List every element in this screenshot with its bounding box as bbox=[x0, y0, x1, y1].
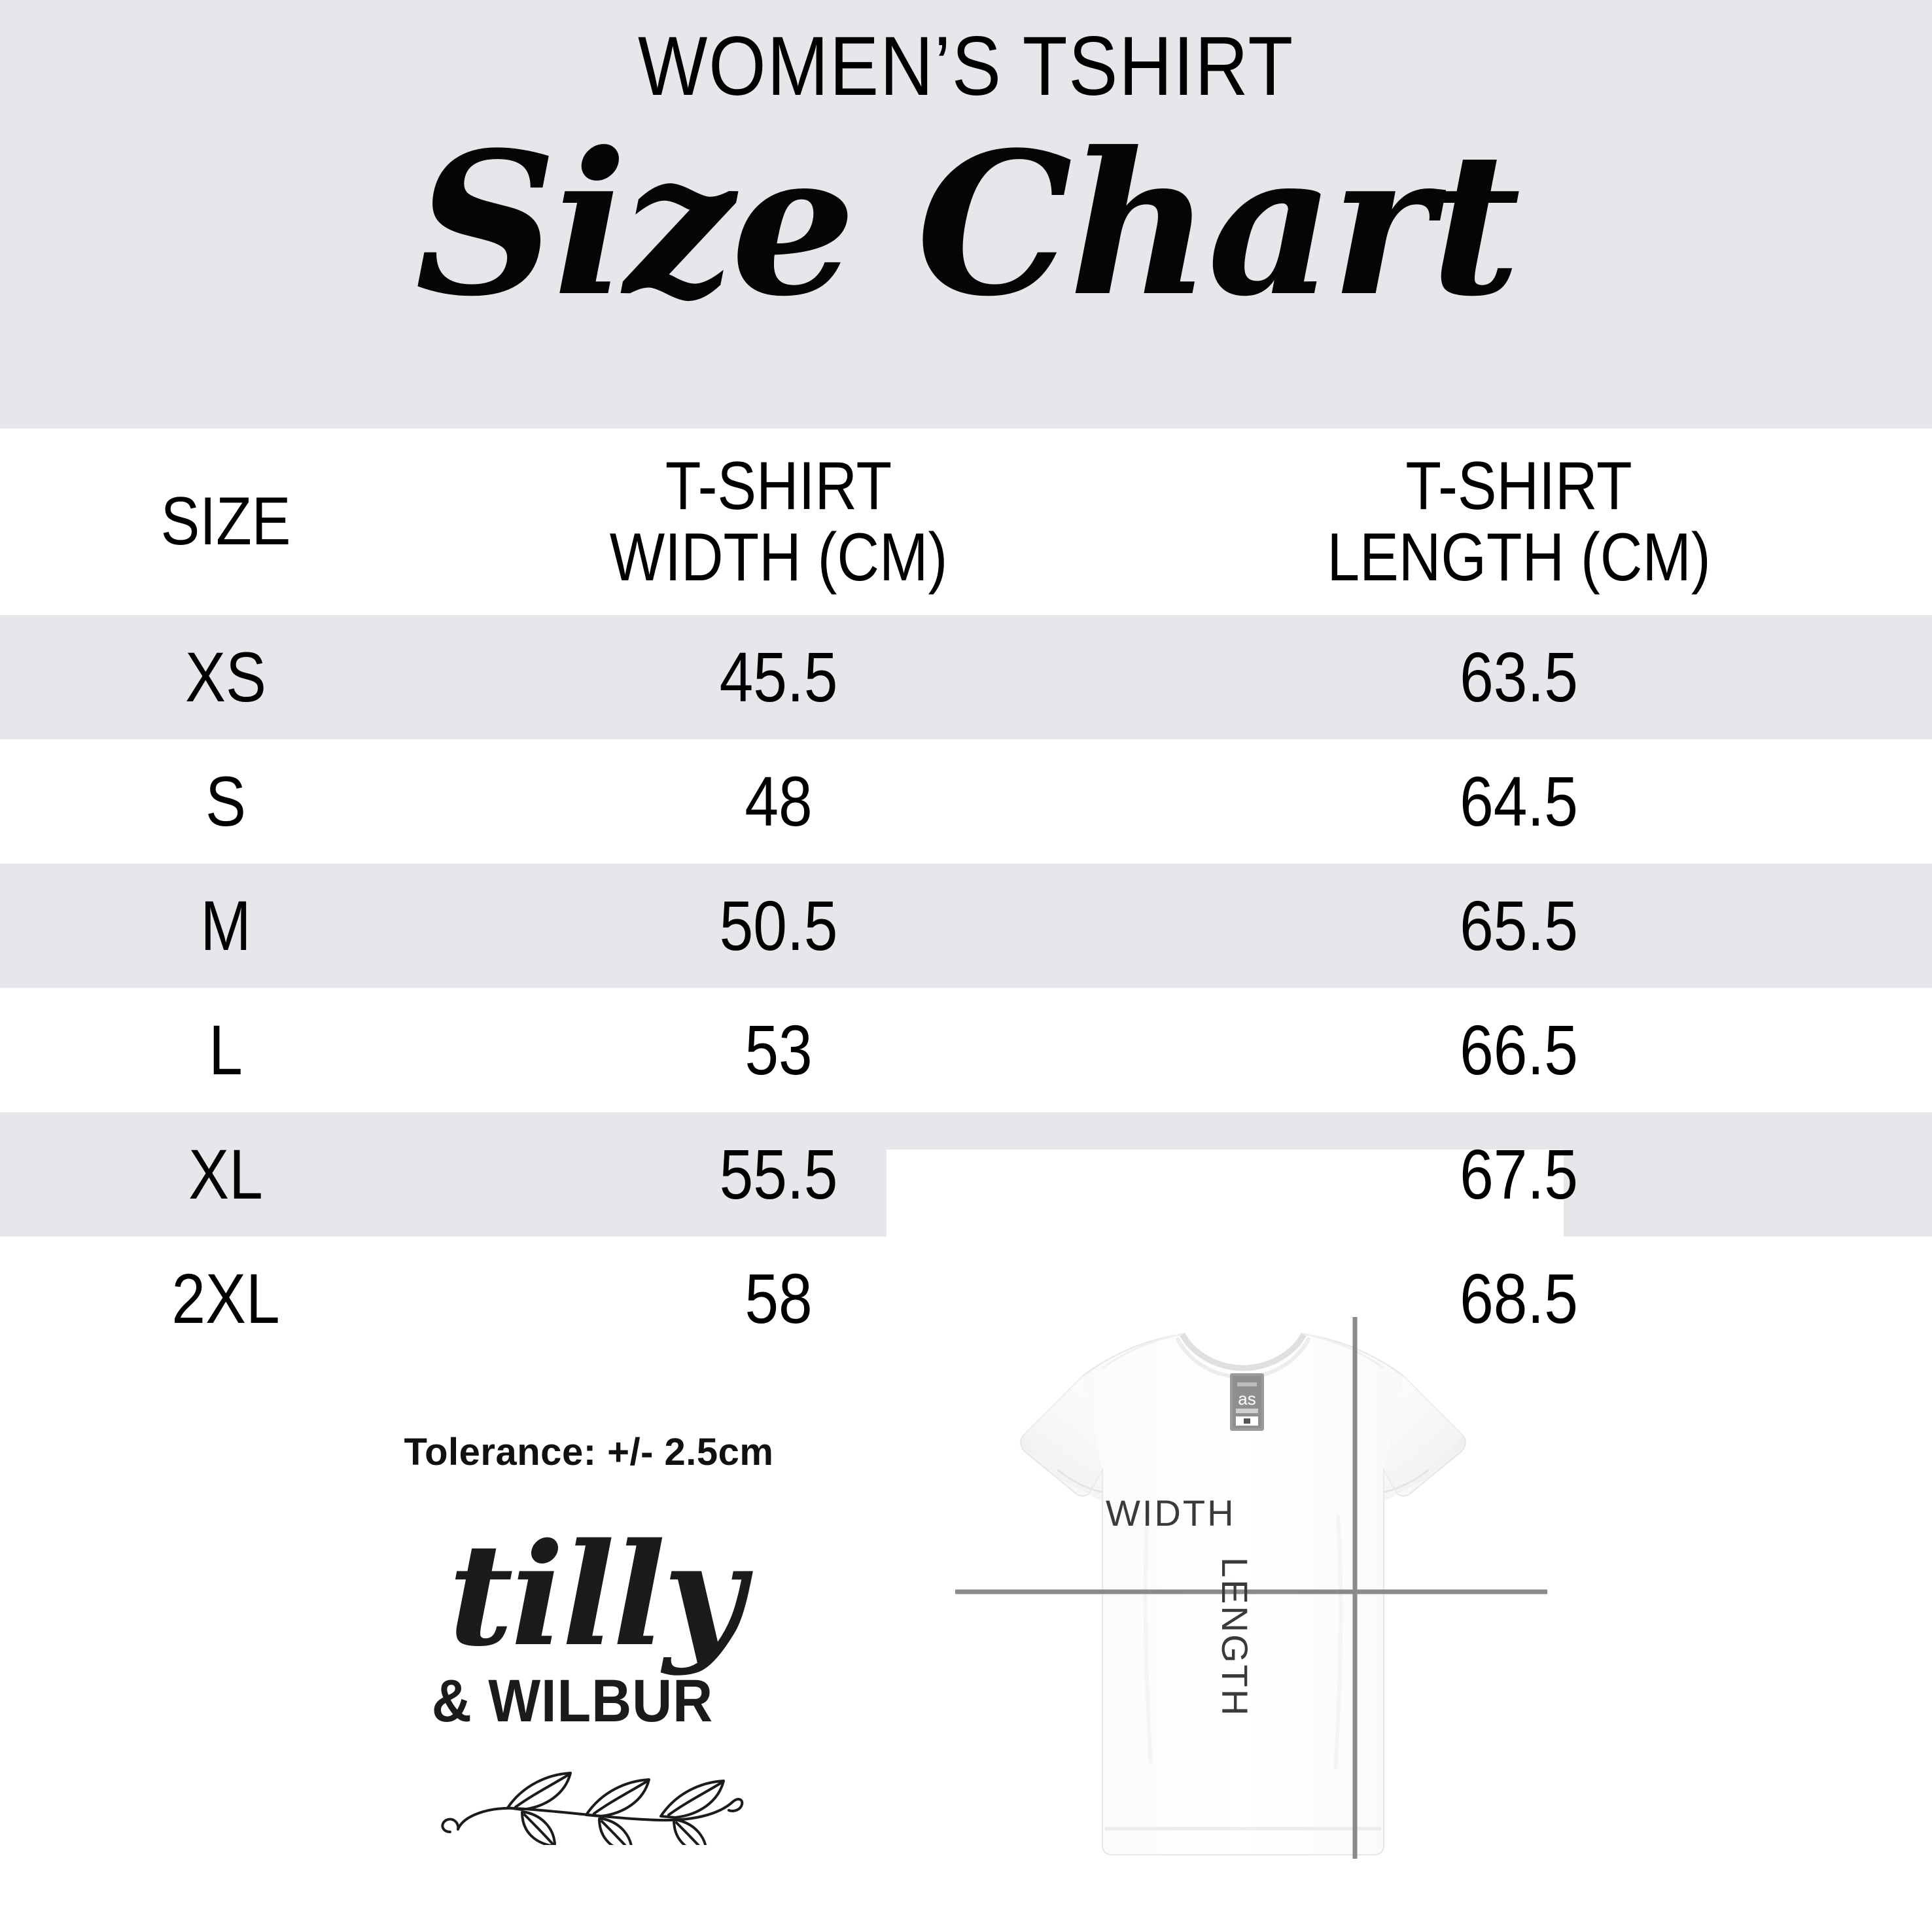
brand-name-script: tilly bbox=[448, 1512, 745, 1677]
cell-length: 67.5 bbox=[1460, 1134, 1578, 1214]
table-row: M 50.5 65.5 bbox=[0, 864, 1932, 988]
cell-width: 55.5 bbox=[719, 1134, 838, 1214]
column-header-size: SIZE bbox=[160, 483, 291, 560]
neck-label-icon: as bbox=[1230, 1373, 1264, 1431]
cell-length: 65.5 bbox=[1460, 885, 1578, 965]
tshirt-icon: as bbox=[955, 1317, 1547, 1859]
size-table: SIZE T-SHIRT WIDTH (CM) T-SHIRT LENGTH (… bbox=[0, 429, 1932, 1361]
leaf-branch-icon bbox=[430, 1734, 771, 1855]
cell-length: 64.5 bbox=[1460, 761, 1578, 841]
cell-length: 68.5 bbox=[1460, 1258, 1578, 1338]
cell-size: XL bbox=[188, 1134, 263, 1214]
cell-size: M bbox=[200, 885, 251, 965]
shirt-image-cutout bbox=[887, 1150, 1564, 1237]
cell-size: 2XL bbox=[171, 1258, 280, 1338]
brand-name-block: & WILBUR bbox=[431, 1668, 714, 1734]
column-header-length: T-SHIRT LENGTH (CM) bbox=[1327, 448, 1711, 595]
table-row: S 48 64.5 bbox=[0, 739, 1932, 864]
header-band: WOMEN’S TSHIRT Size Chart bbox=[0, 0, 1932, 429]
cell-width: 45.5 bbox=[719, 637, 838, 716]
cell-length: 66.5 bbox=[1460, 1010, 1578, 1089]
table-row: 2XL 58 68.5 bbox=[0, 1237, 1932, 1361]
svg-text:as: as bbox=[1238, 1389, 1256, 1409]
length-label: LENGTH bbox=[1214, 1557, 1256, 1718]
column-header-width: T-SHIRT WIDTH (CM) bbox=[609, 448, 948, 595]
cell-length: 63.5 bbox=[1460, 637, 1578, 716]
cell-size: L bbox=[209, 1010, 243, 1089]
table-row: XL 55.5 67.5 bbox=[0, 1112, 1932, 1237]
cell-width: 48 bbox=[745, 761, 813, 841]
header-eyebrow: WOMEN’S TSHIRT bbox=[638, 20, 1294, 113]
table-row: XS 45.5 63.5 bbox=[0, 615, 1932, 739]
cell-width: 58 bbox=[745, 1258, 813, 1338]
tolerance-note: Tolerance: +/- 2.5cm bbox=[404, 1431, 774, 1473]
page-title: Size Chart bbox=[415, 109, 1520, 340]
cell-size: XS bbox=[185, 637, 266, 716]
brand-logo: tilly & WILBUR bbox=[419, 1524, 772, 1865]
width-label: WIDTH bbox=[1106, 1492, 1236, 1534]
cell-size: S bbox=[205, 761, 246, 841]
tshirt-measurement-illustration: as WIDTH LENGTH bbox=[887, 1305, 1564, 1881]
cell-width: 53 bbox=[745, 1010, 813, 1089]
table-row: L 53 66.5 bbox=[0, 988, 1932, 1112]
table-header-row: SIZE T-SHIRT WIDTH (CM) T-SHIRT LENGTH (… bbox=[0, 429, 1932, 615]
cell-width: 50.5 bbox=[719, 885, 838, 965]
